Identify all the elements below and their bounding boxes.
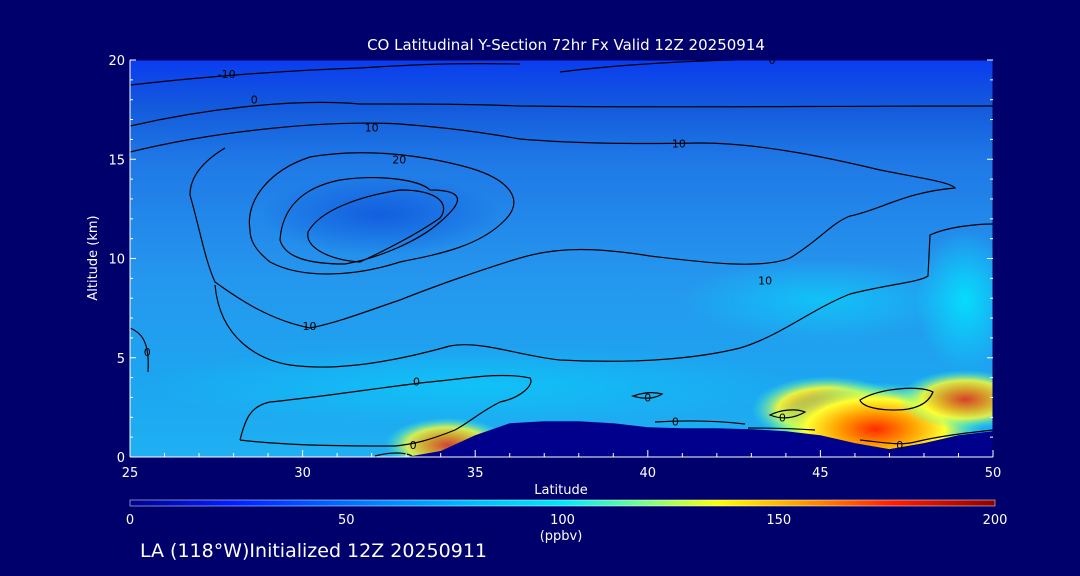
contour-line-30-core [307, 189, 445, 263]
x-tick-label: 35 [467, 466, 484, 481]
y-axis-label: Altitude (km) [86, 215, 101, 300]
terrain-mask [130, 421, 993, 457]
colorbar-tick-label: 200 [983, 513, 1008, 528]
y-tick-label: 20 [108, 54, 125, 69]
y-tick-label: 0 [117, 451, 125, 466]
contour-line-10-west [189, 147, 311, 329]
y-tick-label: 15 [108, 153, 125, 168]
contour-label: -10 [218, 68, 236, 81]
contour-labels: -10 0 0 10 20 10 10 10 0 0 0 0 0 0 0 [144, 54, 904, 452]
colorbar-tick-label: 50 [338, 513, 355, 528]
contour-label: 10 [365, 121, 379, 134]
contour-label: 20 [392, 153, 406, 166]
contour-line-0-top-east [559, 60, 759, 73]
contour-label: 0 [896, 439, 903, 452]
x-tick-label: 40 [640, 466, 657, 481]
y-axis: 0 5 10 15 20 [108, 54, 993, 466]
y-tick-label: 5 [117, 352, 125, 367]
co-upper-core [260, 175, 500, 255]
contour-line-0-loop-a [631, 392, 664, 399]
contour-label: 10 [672, 137, 686, 150]
contour-line-0-south [130, 327, 149, 373]
colorbar: 0 50 100 150 200 (ppbv) [126, 499, 1008, 544]
contour-label: 0 [779, 411, 786, 424]
contour-line-0-lower [239, 374, 532, 447]
contour-line-0-lower-east [859, 387, 934, 411]
x-tick-label: 25 [122, 466, 139, 481]
contour-line-10-mid [214, 223, 993, 368]
contour-line-0-top [130, 63, 521, 86]
chart-title: CO Latitudinal Y-Section 72hr Fx Valid 1… [367, 36, 765, 54]
contour-line-10-upper [130, 122, 957, 329]
contour-label: 0 [413, 376, 420, 389]
contour-line-20-upper [248, 152, 515, 275]
contour-line-20-core [279, 177, 459, 265]
contour-line-0-loop-b [768, 409, 807, 419]
x-tick-label: 50 [985, 466, 1002, 481]
contour-label: 0 [644, 391, 651, 404]
contour-line-0-upper [130, 101, 993, 127]
y-tick-label: 10 [108, 253, 125, 268]
contour-label: 0 [769, 54, 776, 67]
contour-line-0-bottom [374, 452, 413, 457]
contour-lines [130, 60, 993, 457]
x-axis-label: Latitude [534, 483, 588, 498]
contour-label: 0 [410, 439, 417, 452]
contour-label: 10 [303, 320, 317, 333]
colorbar-tick-label: 150 [766, 513, 791, 528]
colorbar-gradient [129, 499, 996, 507]
plot-area: -10 0 0 10 20 10 10 10 0 0 0 0 0 0 0 [130, 54, 993, 457]
contour-label: 10 [758, 274, 772, 287]
colorbar-tick-label: 0 [126, 513, 134, 528]
contour-label: 0 [672, 415, 679, 428]
contour-label: 0 [251, 94, 258, 107]
x-axis: 25 30 35 40 45 50 [122, 450, 1002, 481]
contour-label: 0 [144, 346, 151, 359]
contour-line-0-surface [654, 420, 993, 445]
x-tick-label: 45 [812, 466, 829, 481]
co-hotspot [898, 370, 993, 429]
colorbar-units: (ppbv) [540, 529, 583, 544]
colorbar-tick-label: 100 [550, 513, 575, 528]
co-midlevel-band [680, 260, 960, 340]
colorbar-ticks: 0 50 100 150 200 [126, 513, 1008, 528]
x-tick-label: 30 [294, 466, 311, 481]
co-lowerlevel-band [140, 345, 800, 425]
footer-initialization-text: LA (118°W)Initialized 12Z 20250911 [140, 540, 487, 562]
